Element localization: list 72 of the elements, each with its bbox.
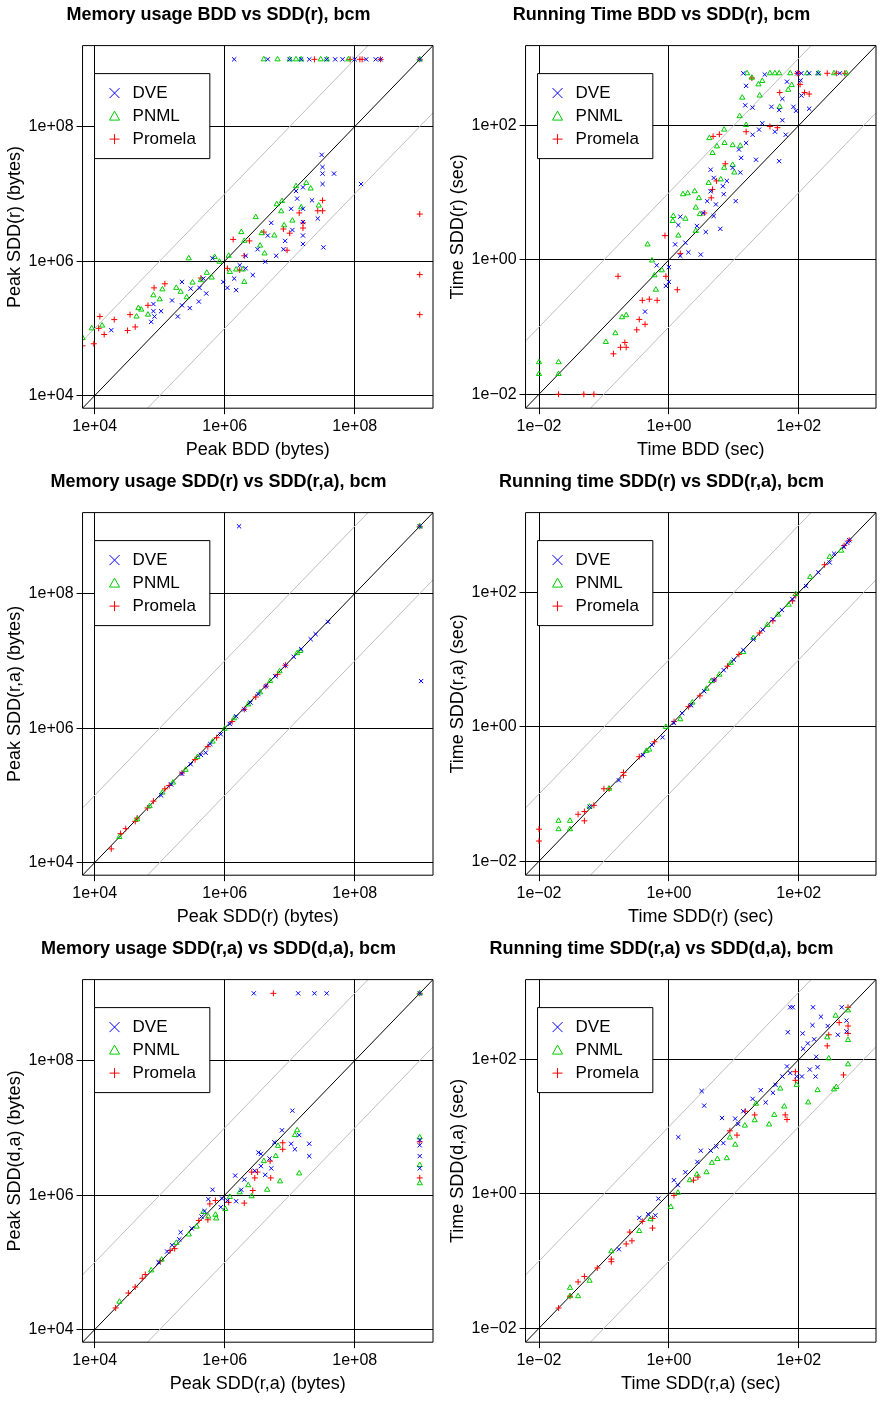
legend-label: Promela [575, 1062, 640, 1082]
y-tick-label: 1e+04 [28, 386, 74, 404]
legend-label: PNML [575, 572, 623, 592]
y-axis-title: Time SDD(d,a) (sec) [446, 1078, 467, 1244]
x-axis-title: Time SDD(r) (sec) [628, 906, 774, 927]
y-tick-label: 1e+04 [28, 853, 74, 871]
y-tick-label: 1e−02 [471, 851, 517, 869]
y-tick-label: 1e+02 [471, 115, 517, 133]
y-tick-label: 1e+00 [471, 1184, 517, 1202]
x-axis-title: Time BDD (sec) [637, 439, 765, 460]
y-axis-title: Time SDD(r) (sec) [446, 154, 467, 300]
x-tick-label: 1e+04 [72, 417, 118, 435]
y-axis-title: Time SDD(r,a) (sec) [446, 614, 467, 774]
legend-label: PNML [575, 105, 623, 125]
y-tick-label: 1e+08 [28, 583, 74, 601]
y-axis-title: Peak SDD(d,a) (bytes) [3, 1070, 24, 1252]
chart-title: Running Time BDD vs SDD(r), bcm [512, 3, 811, 24]
legend-label: DVE [575, 549, 611, 569]
x-tick-label: 1e+06 [202, 1351, 248, 1369]
x-tick-label: 1e+00 [646, 1351, 692, 1369]
x-tick-label: 1e+02 [776, 884, 822, 902]
chart-title: Running time SDD(r) vs SDD(r,a), bcm [498, 470, 825, 491]
x-tick-label: 1e−02 [516, 884, 562, 902]
y-axis-title: Peak SDD(r) (bytes) [3, 145, 24, 308]
y-tick-label: 1e+06 [28, 251, 74, 269]
chart-title: Running time SDD(r,a) vs SDD(d,a), bcm [489, 937, 834, 958]
y-tick-label: 1e+06 [28, 1185, 74, 1203]
legend-label: DVE [132, 1016, 168, 1036]
x-tick-label: 1e−02 [516, 417, 562, 435]
x-tick-label: 1e+00 [646, 884, 692, 902]
legend-label: PNML [575, 1039, 623, 1059]
chart-title: Memory usage BDD vs SDD(r), bcm [66, 3, 371, 24]
x-axis-title: Peak BDD (bytes) [185, 439, 330, 460]
legend-label: DVE [132, 82, 168, 102]
chart-title: Memory usage SDD(r) vs SDD(r,a), bcm [50, 470, 387, 491]
y-tick-label: 1e−02 [471, 384, 517, 402]
legend-label: Promela [132, 595, 197, 615]
x-tick-label: 1e−02 [516, 1351, 562, 1369]
x-tick-label: 1e+04 [72, 884, 118, 902]
x-tick-label: 1e+08 [332, 884, 378, 902]
legend-label: Promela [132, 128, 197, 148]
y-tick-label: 1e+00 [471, 717, 517, 735]
y-tick-label: 1e+00 [471, 250, 517, 268]
y-tick-label: 1e+02 [471, 1049, 517, 1067]
x-tick-label: 1e+06 [202, 417, 248, 435]
legend-label: DVE [575, 82, 611, 102]
legend-label: PNML [132, 572, 180, 592]
legend-label: DVE [575, 1016, 611, 1036]
x-axis-title: Time SDD(r,a) (sec) [621, 1373, 781, 1394]
x-tick-label: 1e+02 [776, 1351, 822, 1369]
legend-label: Promela [575, 595, 640, 615]
x-axis-title: Peak SDD(r,a) (bytes) [169, 1373, 346, 1394]
y-axis-title: Peak SDD(r,a) (bytes) [3, 605, 24, 782]
legend-label: PNML [132, 1039, 180, 1059]
legend-label: Promela [575, 128, 640, 148]
x-tick-label: 1e+02 [776, 417, 822, 435]
x-tick-label: 1e+04 [72, 1351, 118, 1369]
x-tick-label: 1e+08 [332, 1351, 378, 1369]
x-axis-title: Peak SDD(r) (bytes) [176, 906, 339, 927]
x-tick-label: 1e+06 [202, 884, 248, 902]
y-tick-label: 1e+06 [28, 718, 74, 736]
y-tick-label: 1e+08 [28, 116, 74, 134]
y-tick-label: 1e−02 [471, 1318, 517, 1336]
y-tick-label: 1e+02 [471, 582, 517, 600]
x-tick-label: 1e+08 [332, 417, 378, 435]
legend-label: PNML [132, 105, 180, 125]
y-tick-label: 1e+04 [28, 1320, 74, 1338]
chart-title: Memory usage SDD(r,a) vs SDD(d,a), bcm [40, 937, 397, 958]
legend-label: Promela [132, 1062, 197, 1082]
legend-label: DVE [132, 549, 168, 569]
x-tick-label: 1e+00 [646, 417, 692, 435]
y-tick-label: 1e+08 [28, 1050, 74, 1068]
